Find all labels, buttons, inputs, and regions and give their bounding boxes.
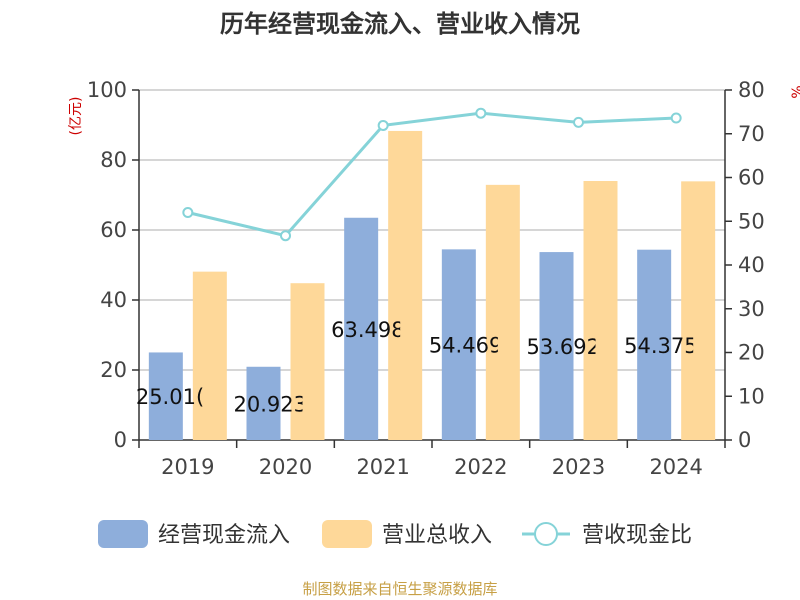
y-right-tick-label: 70 [738, 122, 765, 146]
y-left-tick-label: 20 [100, 358, 127, 382]
bar-value-label: 54.469 [429, 334, 502, 358]
legend-marker-cash-ratio [534, 522, 558, 546]
y-right-tick-label: 0 [738, 428, 751, 452]
bar-total-revenue [290, 283, 325, 440]
bar-value-label-group: 25.01( [136, 385, 204, 409]
bar-value-label: 25.01( [136, 385, 204, 409]
bar-cash-inflow [637, 249, 672, 440]
x-tick-label: 2022 [454, 455, 507, 479]
legend-swatch-total-revenue [322, 520, 372, 548]
y-right-tick-label: 80 [738, 78, 765, 102]
y-left-axis-label: (亿元) [68, 97, 84, 136]
legend-label-total-revenue: 营业总收入 [382, 523, 492, 548]
line-point [573, 116, 584, 128]
source-note: 制图数据来自恒生聚源数据库 [302, 580, 498, 598]
bar-value-label-group: 54.469 [429, 334, 502, 358]
line-point [670, 112, 682, 124]
bar-value-label: 54.375 [624, 334, 697, 358]
bar-total-revenue [192, 271, 227, 440]
legend-label-cash-inflow: 经营现金流入 [158, 523, 290, 548]
bar-total-revenue [583, 181, 618, 440]
line-point [280, 230, 291, 242]
bar-value-label-group: 53.692 [527, 335, 600, 359]
chart-title: 历年经营现金流入、营业收入情况 [220, 10, 580, 38]
line-cash-ratio [187, 111, 677, 238]
line-point [475, 107, 487, 119]
line-point [377, 119, 389, 131]
y-right-tick-label: 60 [738, 166, 765, 190]
bar-value-label-group: 63.498 [331, 318, 404, 342]
legend-swatch-cash-inflow [98, 520, 148, 548]
bar-cash-inflow [344, 217, 379, 440]
bar-value-label-group: 54.375 [624, 334, 697, 358]
y-right-axis-label: % [790, 85, 800, 98]
y-left-tick-label: 100 [87, 78, 127, 102]
bar-cash-inflow [539, 252, 574, 440]
y-left-tick-label: 40 [100, 288, 127, 312]
bar-value-label: 53.692 [527, 335, 600, 359]
bar-total-revenue [485, 184, 520, 440]
x-tick-label: 2019 [161, 455, 214, 479]
y-right-tick-label: 40 [738, 253, 765, 277]
y-right-tick-label: 30 [738, 297, 765, 321]
bar-cash-inflow [441, 249, 476, 440]
bar-value-label: 20.923 [234, 392, 307, 416]
y-right-tick-label: 50 [738, 209, 765, 233]
y-left-tick-label: 0 [114, 428, 127, 452]
x-tick-label: 2023 [552, 455, 605, 479]
bar-total-revenue [681, 181, 716, 440]
bar-cash-inflow [246, 366, 281, 440]
x-tick-label: 2021 [356, 455, 409, 479]
bar-cash-inflow [148, 352, 183, 440]
y-left-tick-label: 80 [100, 148, 127, 172]
x-tick-label: 2020 [259, 455, 312, 479]
bar-value-label-group: 20.923 [234, 392, 307, 416]
y-left-tick-label: 60 [100, 218, 127, 242]
y-right-tick-label: 20 [738, 341, 765, 365]
line-point [182, 207, 194, 218]
legend-label-cash-ratio: 营收现金比 [582, 523, 692, 548]
y-right-tick-label: 10 [738, 384, 765, 408]
x-tick-label: 2024 [649, 455, 702, 479]
bar-total-revenue [388, 130, 423, 440]
bar-value-label: 63.498 [331, 318, 404, 342]
